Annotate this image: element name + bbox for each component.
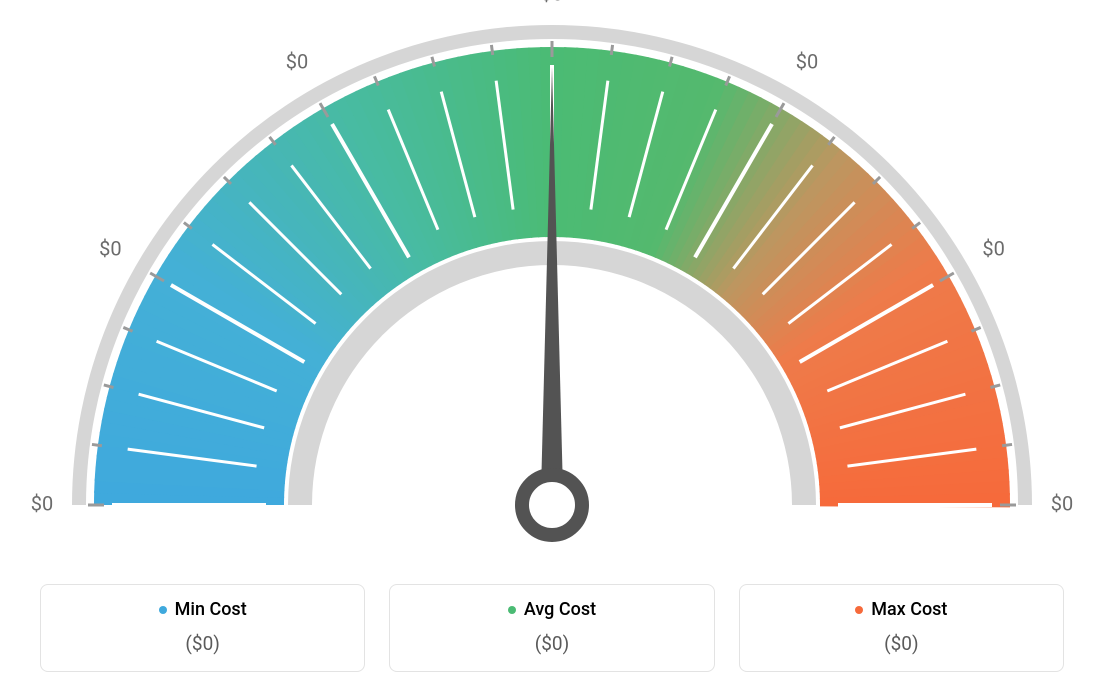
legend-value-avg: ($0) (400, 632, 703, 655)
legend-dot-max (855, 606, 863, 614)
legend-value-max: ($0) (750, 632, 1053, 655)
legend-title-avg: Avg Cost (508, 599, 596, 620)
legend-label-min: Min Cost (175, 599, 247, 620)
gauge-tick-label: $0 (796, 50, 818, 74)
gauge-svg: $0 $0 $0 $0 $0 $0 $0 (0, 0, 1104, 560)
gauge-tick-label: $0 (541, 0, 563, 5)
gauge-area: $0 $0 $0 $0 $0 $0 $0 (0, 0, 1104, 560)
gauge-tick-label: $0 (99, 236, 121, 260)
legend-value-min: ($0) (51, 632, 354, 655)
gauge-tick-label: $0 (31, 491, 53, 515)
legend-row: Min Cost ($0) Avg Cost ($0) Max Cost ($0… (40, 584, 1064, 673)
gauge-tick-label: $0 (1051, 491, 1073, 515)
legend-card-avg: Avg Cost ($0) (389, 584, 714, 673)
gauge-needle-hub (522, 475, 582, 535)
legend-title-max: Max Cost (855, 599, 947, 620)
legend-label-avg: Avg Cost (524, 599, 596, 620)
legend-card-max: Max Cost ($0) (739, 584, 1064, 673)
legend-card-min: Min Cost ($0) (40, 584, 365, 673)
gauge-chart-container: $0 $0 $0 $0 $0 $0 $0 Min Cost ($0) Avg Cost ($… (0, 0, 1104, 690)
legend-label-max: Max Cost (871, 599, 947, 620)
legend-title-min: Min Cost (159, 599, 247, 620)
gauge-tick-label: $0 (982, 236, 1004, 260)
legend-dot-avg (508, 606, 516, 614)
legend-dot-min (159, 606, 167, 614)
gauge-tick-label: $0 (286, 50, 308, 74)
